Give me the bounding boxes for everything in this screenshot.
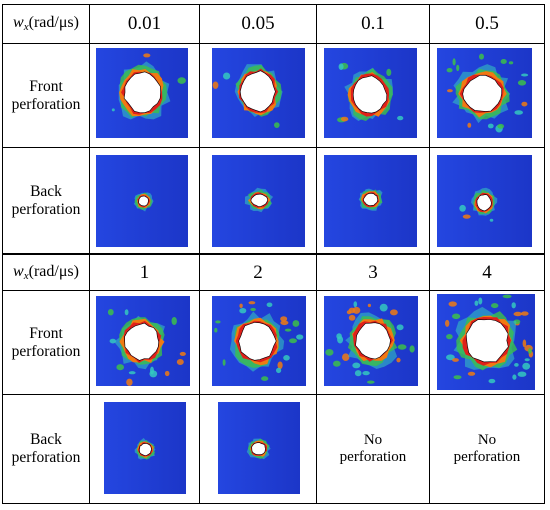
table-divider <box>2 253 545 255</box>
column-header: 3 <box>368 261 378 283</box>
column-header: 0.5 <box>475 13 499 35</box>
front-perforation-image <box>212 48 305 138</box>
column-header: 2 <box>253 261 263 283</box>
table-divider <box>2 147 545 148</box>
table-divider <box>2 43 545 44</box>
angular-velocity-label: wx(rad/μs) <box>13 14 79 34</box>
back-perforation-image <box>104 402 186 494</box>
column-header: 0.05 <box>241 13 275 35</box>
back-perforation-image <box>212 155 305 247</box>
back-perforation-image <box>437 155 532 247</box>
table-border-top <box>2 4 545 5</box>
column-header: 1 <box>139 261 150 283</box>
row-label-back-perforation: Back perforation <box>11 431 81 466</box>
front-perforation-image <box>437 48 532 138</box>
front-perforation-image <box>324 296 418 386</box>
no-perforation-note: No perforation <box>453 431 521 465</box>
back-perforation-image <box>218 402 300 494</box>
row-label-front-perforation: Front perforation <box>11 324 81 360</box>
front-perforation-image <box>324 48 417 138</box>
table-divider <box>2 394 545 395</box>
column-header: 0.1 <box>361 13 385 35</box>
front-perforation-image <box>96 48 188 138</box>
front-perforation-image <box>96 296 190 386</box>
front-perforation-image <box>437 294 535 390</box>
column-header: 0.01 <box>127 13 162 35</box>
row-label-back-perforation: Back perforation <box>11 182 81 218</box>
column-header: 4 <box>482 261 492 283</box>
table-border-bottom <box>2 503 545 504</box>
front-perforation-image <box>212 296 306 386</box>
table-divider <box>2 290 545 291</box>
back-perforation-image <box>96 155 188 247</box>
angular-velocity-label: wx(rad/μs) <box>13 262 79 282</box>
no-perforation-note: No perforation <box>339 431 407 465</box>
back-perforation-image <box>324 155 417 247</box>
row-label-front-perforation: Front perforation <box>11 77 81 113</box>
